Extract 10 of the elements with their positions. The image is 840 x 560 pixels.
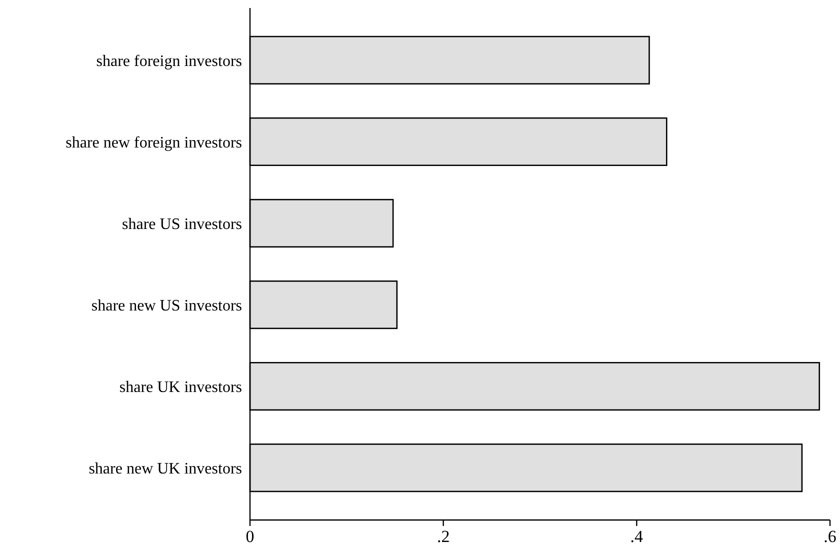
y-tick-label: share foreign investors (96, 52, 242, 70)
x-tick-label: .4 (630, 527, 644, 546)
y-tick-label: share new UK investors (88, 460, 242, 478)
y-tick-label: share new foreign investors (66, 134, 242, 152)
y-tick-label: share US investors (122, 216, 242, 233)
x-tick-label: .6 (824, 527, 836, 546)
y-tick-label: share UK investors (119, 378, 242, 396)
x-tick-label: 0 (246, 527, 254, 546)
x-tick-label: .2 (436, 527, 450, 546)
y-tick-label: share new US investors (91, 297, 242, 314)
